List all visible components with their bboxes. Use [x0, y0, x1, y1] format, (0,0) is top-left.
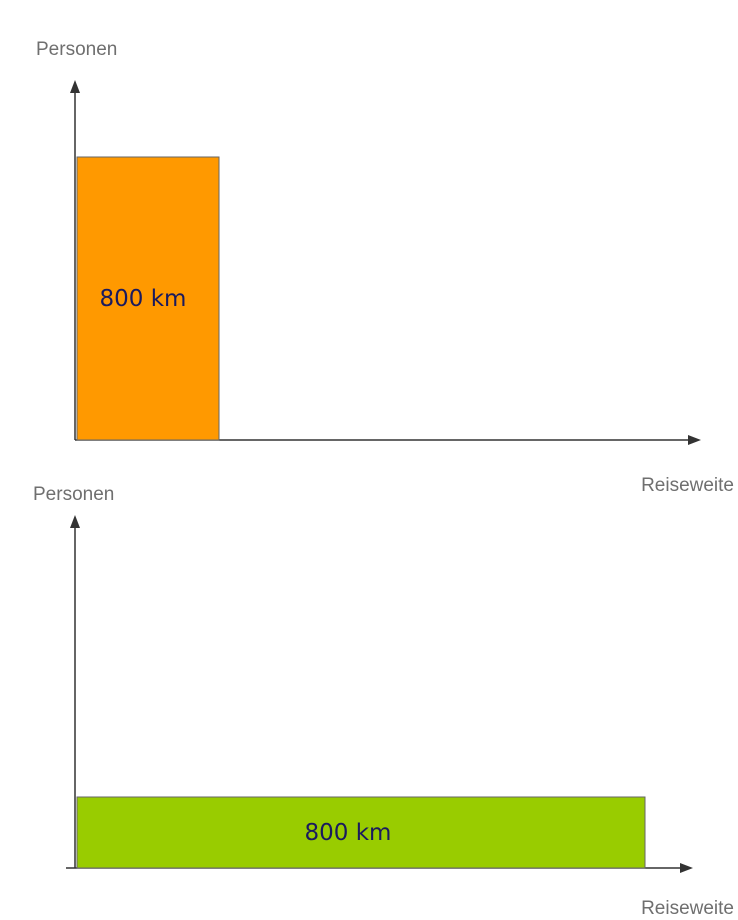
x-axis-label-top: Reiseweite	[641, 475, 734, 496]
bar-top	[76, 156, 220, 441]
y-axis-label-top: Personen	[36, 39, 117, 60]
bar-label-bottom: 800 km	[305, 820, 392, 846]
x-axis-label-bottom: Reiseweite	[641, 898, 734, 919]
y-axis-arrow-bottom	[70, 515, 80, 528]
x-axis-arrow-bottom	[680, 863, 693, 873]
diagram-bottom: Personen 800 km Reiseweite	[33, 484, 734, 919]
diagram-top: Personen 800 km Reiseweite	[36, 39, 734, 496]
x-axis-arrow-top	[688, 435, 701, 445]
bar-label-top: 800 km	[100, 286, 187, 312]
bar-bottom	[76, 796, 646, 869]
y-axis-arrow-top	[70, 80, 80, 93]
y-axis-label-bottom: Personen	[33, 484, 114, 505]
